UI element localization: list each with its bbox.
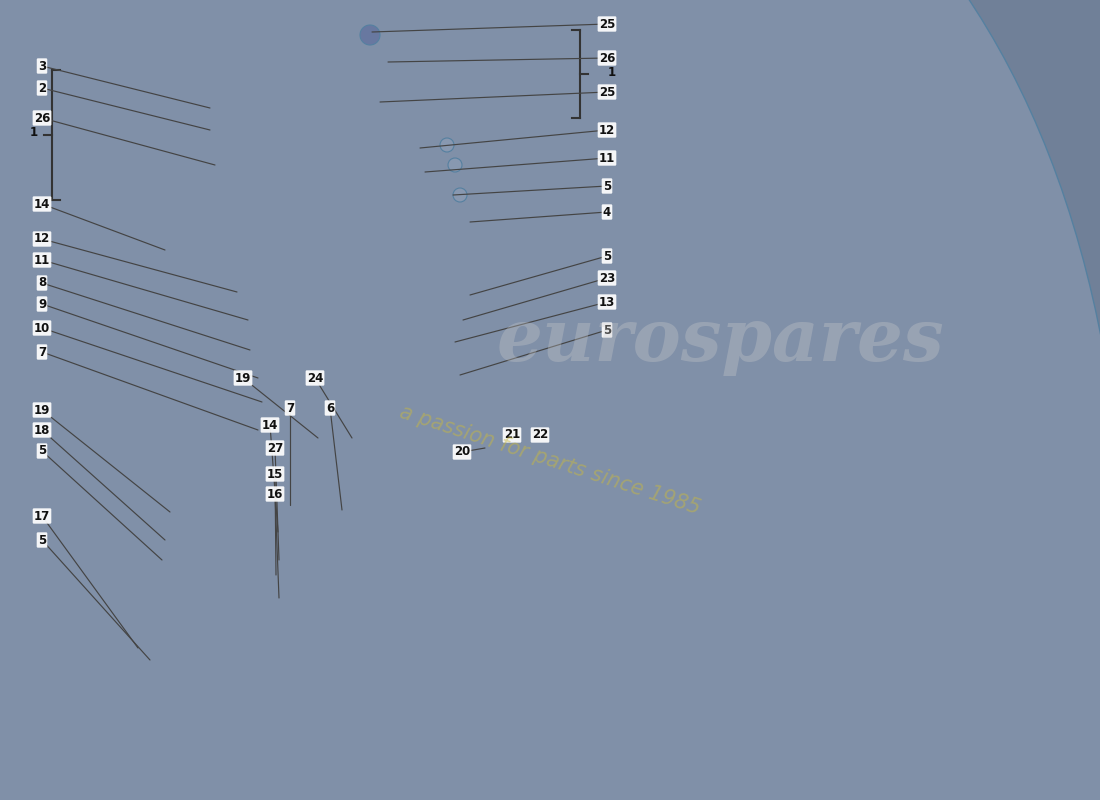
- Circle shape: [258, 371, 272, 385]
- Circle shape: [345, 425, 365, 445]
- Circle shape: [233, 308, 257, 332]
- Polygon shape: [220, 150, 340, 235]
- Circle shape: [603, 403, 688, 487]
- Circle shape: [250, 342, 266, 358]
- Text: 7: 7: [37, 346, 46, 358]
- Circle shape: [631, 431, 659, 459]
- Text: 2: 2: [37, 82, 46, 94]
- Text: 22: 22: [532, 429, 548, 442]
- Text: 19: 19: [34, 403, 51, 417]
- Text: 4: 4: [603, 206, 612, 218]
- Circle shape: [453, 188, 468, 202]
- Text: 11: 11: [598, 151, 615, 165]
- Text: 11: 11: [34, 254, 51, 266]
- Circle shape: [267, 587, 289, 609]
- Text: 18: 18: [34, 423, 51, 437]
- Text: 13: 13: [598, 295, 615, 309]
- Text: 23: 23: [598, 271, 615, 285]
- Text: 10: 10: [34, 322, 51, 334]
- Circle shape: [360, 25, 379, 45]
- Text: 1: 1: [30, 126, 38, 139]
- Polygon shape: [205, 85, 434, 255]
- Circle shape: [448, 158, 462, 172]
- Text: 8: 8: [37, 277, 46, 290]
- Text: 19: 19: [234, 371, 251, 385]
- Text: 26: 26: [34, 111, 51, 125]
- Text: 25: 25: [598, 86, 615, 98]
- Text: 25: 25: [598, 18, 615, 30]
- Text: 20: 20: [454, 446, 470, 458]
- Text: 17: 17: [34, 510, 51, 522]
- Text: 14: 14: [34, 198, 51, 210]
- Text: 15: 15: [267, 467, 283, 481]
- Bar: [116, 660, 495, 760]
- Polygon shape: [370, 90, 434, 200]
- Text: 21: 21: [504, 429, 520, 442]
- Text: 14: 14: [262, 418, 278, 431]
- Text: 6: 6: [326, 402, 334, 414]
- Text: 16: 16: [267, 487, 283, 501]
- Text: 12: 12: [598, 123, 615, 137]
- Text: eurospares: eurospares: [496, 305, 944, 375]
- Text: 5: 5: [37, 534, 46, 546]
- Text: 1: 1: [608, 66, 616, 78]
- Text: 5: 5: [603, 179, 612, 193]
- Text: 9: 9: [37, 298, 46, 310]
- Text: 26: 26: [598, 51, 615, 65]
- Text: 5: 5: [603, 323, 612, 337]
- Text: 7: 7: [286, 402, 294, 414]
- Circle shape: [263, 340, 273, 350]
- Text: 5: 5: [37, 445, 46, 458]
- Text: a passion for parts since 1985: a passion for parts since 1985: [397, 402, 703, 518]
- Text: 3: 3: [37, 59, 46, 73]
- Text: 12: 12: [34, 233, 51, 246]
- Circle shape: [375, 50, 395, 70]
- Circle shape: [440, 138, 454, 152]
- Text: 5: 5: [603, 250, 612, 262]
- Circle shape: [619, 419, 671, 471]
- Circle shape: [352, 17, 388, 53]
- Polygon shape: [108, 660, 285, 690]
- Text: 27: 27: [267, 442, 283, 454]
- Text: 24: 24: [307, 371, 323, 385]
